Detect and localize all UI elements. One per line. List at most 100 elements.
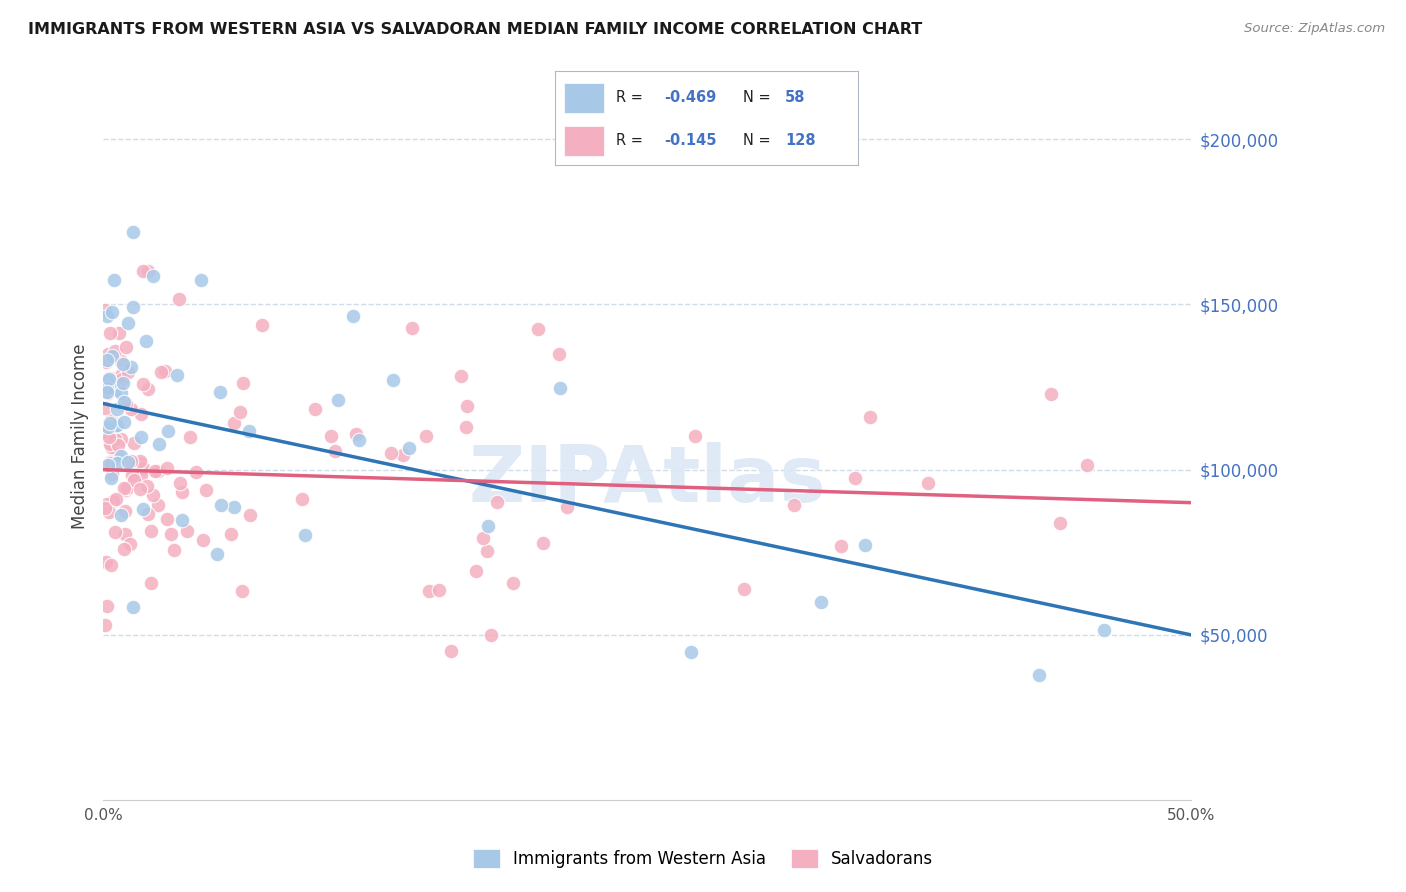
Point xyxy=(347,433,370,447)
Point xyxy=(112,358,135,372)
Point xyxy=(105,417,128,432)
Point xyxy=(94,401,117,415)
Point xyxy=(120,359,142,374)
Point xyxy=(117,365,139,379)
Point xyxy=(96,372,118,386)
Point xyxy=(146,464,169,478)
FancyBboxPatch shape xyxy=(564,83,603,112)
Point xyxy=(547,347,569,361)
Point xyxy=(94,354,117,368)
Point xyxy=(477,544,499,558)
Point xyxy=(112,542,135,557)
Point xyxy=(115,340,138,354)
Point xyxy=(294,527,316,541)
Text: N =: N = xyxy=(742,90,775,105)
Point xyxy=(129,454,152,468)
Point xyxy=(135,334,157,348)
Point xyxy=(115,481,138,495)
Point xyxy=(98,455,121,469)
Y-axis label: Median Family Income: Median Family Income xyxy=(72,343,89,529)
Point xyxy=(1076,458,1098,472)
Point xyxy=(853,538,876,552)
Point xyxy=(129,467,152,482)
Point xyxy=(100,440,122,454)
Point xyxy=(380,446,402,460)
Point xyxy=(96,497,118,511)
Point xyxy=(142,269,165,284)
Point xyxy=(160,526,183,541)
Point xyxy=(100,471,122,485)
Point xyxy=(167,292,190,306)
Point xyxy=(120,453,142,467)
Point xyxy=(859,410,882,425)
Legend: Immigrants from Western Asia, Salvadorans: Immigrants from Western Asia, Salvadoran… xyxy=(467,843,939,875)
Point xyxy=(107,437,129,451)
Point xyxy=(184,465,207,479)
Point xyxy=(479,628,502,642)
Point xyxy=(94,302,117,317)
Point xyxy=(153,363,176,377)
Point xyxy=(100,457,122,471)
Point xyxy=(136,264,159,278)
Point xyxy=(98,505,121,519)
Point xyxy=(440,644,463,658)
Text: R =: R = xyxy=(616,133,647,148)
Point xyxy=(502,576,524,591)
Point xyxy=(97,385,120,400)
Point xyxy=(98,372,121,386)
Point xyxy=(122,473,145,487)
Point xyxy=(128,482,150,496)
Point xyxy=(122,600,145,615)
Point xyxy=(111,376,134,390)
Point xyxy=(104,432,127,446)
Point xyxy=(917,476,939,491)
Point xyxy=(291,491,314,506)
Point xyxy=(132,502,155,516)
Text: IMMIGRANTS FROM WESTERN ASIA VS SALVADORAN MEDIAN FAMILY INCOME CORRELATION CHAR: IMMIGRANTS FROM WESTERN ASIA VS SALVADOR… xyxy=(28,22,922,37)
Text: R =: R = xyxy=(616,90,647,105)
Point xyxy=(121,300,143,314)
Point xyxy=(142,488,165,502)
Point xyxy=(810,595,832,609)
Point xyxy=(131,461,153,475)
Point xyxy=(486,495,509,509)
Point xyxy=(169,476,191,491)
Point xyxy=(111,372,134,386)
Point xyxy=(172,485,194,500)
Point xyxy=(548,381,571,395)
Point xyxy=(344,427,367,442)
Point xyxy=(427,583,450,598)
Point xyxy=(104,383,127,397)
Point xyxy=(114,503,136,517)
Point xyxy=(679,645,702,659)
Point xyxy=(115,483,138,497)
Point xyxy=(156,461,179,475)
Point xyxy=(110,354,132,368)
Point xyxy=(1028,667,1050,681)
Point xyxy=(229,405,252,419)
Point xyxy=(98,418,121,433)
Point xyxy=(179,430,201,444)
Point xyxy=(326,392,349,407)
Point xyxy=(122,225,145,239)
Point xyxy=(135,479,157,493)
Point xyxy=(733,582,755,596)
Point xyxy=(195,483,218,497)
Point xyxy=(98,416,121,430)
Point xyxy=(110,432,132,446)
Point xyxy=(143,464,166,478)
Point xyxy=(98,425,121,440)
Point xyxy=(1039,386,1062,401)
Point xyxy=(454,420,477,434)
Point xyxy=(191,533,214,547)
Point xyxy=(415,428,437,442)
Point xyxy=(117,455,139,469)
Point xyxy=(398,441,420,455)
Point xyxy=(112,394,135,409)
Point xyxy=(100,558,122,573)
Point xyxy=(381,373,404,387)
Point xyxy=(250,318,273,332)
Point xyxy=(104,492,127,507)
Point xyxy=(141,575,163,590)
Point xyxy=(129,407,152,421)
